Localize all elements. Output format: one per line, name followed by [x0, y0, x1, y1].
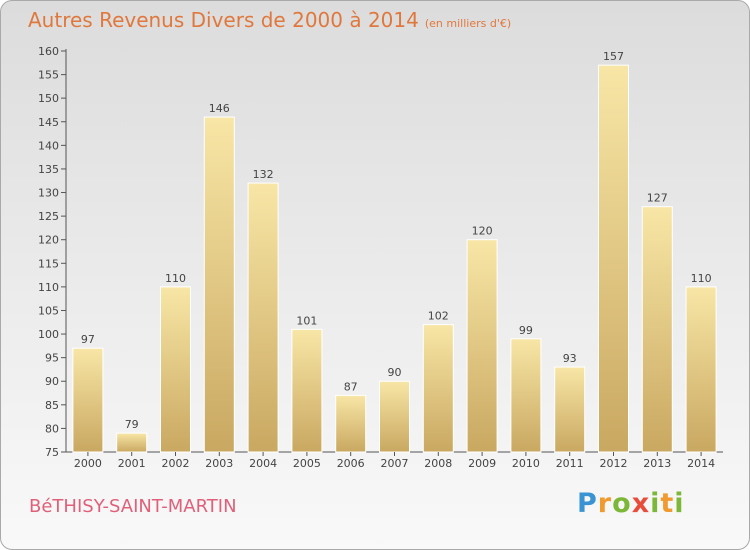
bar-value-label: 110: [165, 272, 186, 285]
x-tick-label: 2008: [424, 457, 452, 470]
bar: [116, 432, 148, 453]
x-tick-label: 2006: [337, 457, 365, 470]
bar-value-label: 120: [472, 225, 493, 238]
logo-letter: o: [612, 488, 632, 519]
y-tick-label: 95: [45, 352, 59, 365]
bar-value-label: 110: [691, 272, 712, 285]
y-tick-label: 160: [38, 45, 59, 58]
bar-value-label: 146: [209, 102, 230, 115]
bar: [598, 64, 629, 453]
x-tick-label: 2000: [74, 457, 102, 470]
y-tick-label: 80: [45, 422, 59, 435]
bar: [685, 286, 717, 453]
bar: [422, 324, 454, 453]
bar: [554, 366, 586, 453]
y-tick-label: 90: [45, 375, 59, 388]
y-tick-label: 130: [38, 187, 59, 200]
y-tick-label: 115: [38, 257, 59, 270]
commune-name: BéTHISY-SAINT-MARTIN: [29, 496, 237, 517]
x-tick-label: 2007: [381, 457, 409, 470]
y-tick-label: 155: [38, 69, 59, 82]
y-tick-label: 125: [38, 210, 59, 223]
bar-value-label: 99: [519, 324, 533, 337]
x-tick-label: 2013: [643, 457, 671, 470]
bar-value-label: 132: [253, 168, 274, 181]
logo-letter: i: [650, 488, 661, 519]
y-tick-label: 100: [38, 328, 59, 341]
bar-value-label: 97: [81, 333, 95, 346]
y-tick-label: 120: [38, 234, 59, 247]
bar-value-label: 93: [563, 352, 577, 365]
x-tick-label: 2011: [556, 457, 584, 470]
proxiti-logo: Proxiti: [577, 488, 685, 519]
bar-value-label: 101: [296, 314, 317, 327]
logo-letter: r: [597, 488, 613, 519]
x-tick-label: 2012: [600, 457, 628, 470]
chart-title-text: Autres Revenus Divers de 2000 à 2014: [28, 8, 419, 32]
x-tick-label: 2003: [205, 457, 233, 470]
chart-title: Autres Revenus Divers de 2000 à 2014 (en …: [28, 8, 511, 32]
x-tick-label: 2002: [162, 457, 190, 470]
x-tick-label: 2004: [249, 457, 277, 470]
bar: [335, 394, 367, 453]
bar-value-label: 90: [388, 366, 402, 379]
y-tick-label: 85: [45, 399, 59, 412]
y-tick-label: 135: [38, 163, 59, 176]
x-tick-label: 2009: [468, 457, 496, 470]
bar: [160, 286, 191, 453]
y-tick-label: 75: [45, 446, 59, 459]
bar: [203, 116, 235, 453]
y-tick-label: 145: [38, 116, 59, 129]
y-tick-label: 110: [38, 281, 59, 294]
x-tick-label: 2001: [118, 457, 146, 470]
bar: [466, 239, 498, 453]
logo-letter: P: [577, 488, 598, 519]
bar: [510, 338, 542, 453]
logo-letter: i: [674, 488, 685, 519]
logo-letter: x: [631, 488, 651, 519]
bar-value-label: 102: [428, 310, 449, 323]
bar-value-label: 87: [344, 380, 358, 393]
y-tick-label: 105: [38, 304, 59, 317]
logo-letter: t: [660, 488, 675, 519]
x-tick-label: 2014: [687, 457, 715, 470]
x-tick-label: 2005: [293, 457, 321, 470]
bar: [291, 328, 323, 453]
bar: [247, 182, 279, 453]
x-tick-label: 2010: [512, 457, 540, 470]
y-tick-label: 140: [38, 139, 59, 152]
chart-unit: (en milliers d'€): [424, 17, 512, 30]
y-tick-label: 150: [38, 92, 59, 105]
bar: [72, 347, 104, 453]
bar-value-label: 79: [125, 418, 139, 431]
bar-value-label: 157: [603, 50, 624, 63]
bar: [379, 380, 410, 453]
bar-value-label: 127: [647, 192, 668, 205]
bar: [641, 206, 673, 453]
